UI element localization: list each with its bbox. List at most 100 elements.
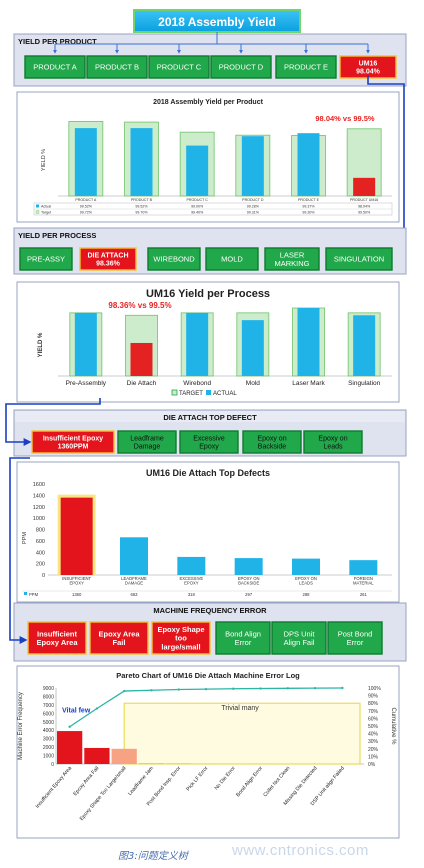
machine-red-box-label: Epoxy Shape [157, 625, 204, 634]
product-actual-value: 99.52% [135, 205, 148, 209]
process-actual-bar [297, 308, 320, 376]
defect-box-label: Backside [258, 443, 287, 450]
product-box: PRODUCT A [24, 55, 86, 79]
product-target-value: 99.30% [302, 211, 315, 215]
product-category-label: PRODUCT C [187, 198, 209, 202]
machine-red-box-label: Epoxy Area [99, 629, 141, 638]
product-chart: PRODUCT A PRODUCT B PRODUCT C PRODUCT D PROD… [33, 121, 393, 216]
process-legend-actual: ACTUAL [213, 391, 237, 397]
process-category-label: Pre-Assembly [66, 380, 107, 387]
product-actual-bar [353, 177, 376, 196]
product-chart-ylabel: YIELD % [41, 149, 47, 171]
main-title: 2018 Assembly Yield [158, 15, 276, 29]
defect-category-label: INSUFFICIENT [62, 576, 91, 581]
process-legend-target-swatch [171, 389, 178, 396]
process-actual-bar [353, 315, 376, 376]
process-chart: Pre-Assembly Die Attach Wirebond Mold Laser … [58, 307, 392, 397]
defect-category-label: LEADS [299, 581, 313, 586]
product-target-value: 99.72% [80, 211, 93, 215]
machine-green-box-label: Align Fail [284, 638, 315, 647]
process-highlight-box-bg [79, 247, 137, 271]
process-actual-bar [130, 342, 153, 376]
defect-category-label: EPOXY [184, 581, 199, 586]
product-category-label: PRODUCT UM16 [350, 198, 378, 202]
product-table-row-label: Target [41, 211, 51, 215]
machine-green-box-label: Bond Align [225, 629, 261, 638]
defect-y-tick: 1000 [33, 516, 45, 522]
defect-box-label: Leads [323, 443, 343, 450]
process-legend-actual-swatch [206, 390, 211, 395]
yield-per-process-header: YIELD PER PROCESS [18, 231, 96, 240]
machine-green-box-bg [327, 621, 383, 655]
process-box-label: SINGULATION [334, 255, 384, 264]
machine-red-box-label: Fail [113, 638, 126, 647]
process-category-label: Laser Mark [292, 380, 325, 387]
pareto-y2-tick: 10% [368, 754, 379, 760]
pareto-y2-tick: 80% [368, 701, 379, 707]
product-box-label: PRODUCT D [219, 63, 264, 72]
product-chart-title: 2018 Assembly Yield per Product [153, 99, 264, 106]
defect-box-label: Damage [134, 443, 161, 450]
process-category-label: Wirebond [183, 380, 211, 387]
defect-box-bg [303, 430, 363, 454]
process-box-bg [19, 247, 73, 271]
defect-value-label: 297 [245, 592, 253, 597]
process-highlight-box-label: DIE ATTACH [87, 252, 128, 259]
product-box-bg [148, 55, 210, 79]
defect-category-label: BACKSIDE [238, 581, 259, 586]
process-box-label: WIREBOND [153, 255, 195, 264]
pareto-y2-tick: 100% [368, 686, 381, 692]
defect-row-swatch [24, 592, 27, 595]
product-highlight-box-label: 98.04% [356, 68, 381, 75]
process-chart-title: UM16 Yield per Process [146, 288, 270, 300]
machine-red-box-label: Insufficient [37, 629, 78, 638]
process-box: PRE-ASSY [19, 247, 73, 271]
product-box-label: PRODUCT B [95, 63, 139, 72]
defect-chart-title: UM16 Die Attach Top Defects [146, 468, 270, 478]
product-box-bg [86, 55, 148, 79]
pareto-cumulative-point [313, 686, 317, 690]
pareto-y2-tick: 0% [368, 762, 376, 768]
defect-y-tick: 800 [36, 528, 45, 534]
defect-category-label: MATERIAL [353, 581, 374, 586]
defect-bar [292, 558, 320, 575]
process-box-bg [147, 247, 201, 271]
defect-category-label: EPOXY ON [238, 576, 260, 581]
product-actual-bar [74, 128, 97, 196]
product-box: PRODUCT C [148, 55, 210, 79]
defect-box-bg [242, 430, 302, 454]
product-target-value: 99.50% [358, 211, 371, 215]
pareto-cumulative-point [177, 688, 180, 691]
defect-highlight-box-label: Insufficient Epoxy [43, 435, 103, 442]
product-box: PRODUCT D [210, 55, 272, 79]
pareto-cumulative-point [122, 689, 126, 693]
defect-chart-ylabel: PPM [22, 532, 28, 544]
process-box: WIREBOND [147, 247, 201, 271]
pareto-chart-ylabel: Machine Error Frequency [18, 692, 24, 760]
machine-green-box-label: Error [347, 638, 364, 647]
defect-y-tick: 400 [36, 550, 45, 556]
product-legend-actual-swatch [36, 204, 39, 208]
product-actual-value: 99.37% [302, 205, 315, 209]
product-actual-value: 99.52% [80, 205, 93, 209]
process-box-label: MARKING [274, 259, 309, 268]
product-box-label: PRODUCT C [157, 63, 202, 72]
pareto-bar [84, 747, 110, 764]
defect-category-label: EXCESSIVE [179, 576, 203, 581]
pareto-bar [138, 763, 165, 764]
process-category-label: Mold [246, 380, 260, 387]
watermark: www.cntronics.com [232, 842, 369, 859]
defect-category-label: EPOXY [69, 581, 84, 586]
pareto-y2-tick: 50% [368, 724, 379, 730]
defect-value-label: 1360 [72, 592, 82, 597]
defect-y-tick: 1200 [33, 505, 45, 511]
flow-arrow-process-to-defect [5, 398, 101, 446]
pareto-y2-tick: 30% [368, 739, 379, 745]
pareto-bar [166, 763, 192, 764]
product-target-value: 99.31% [247, 211, 260, 215]
defect-category-label: EPOXY ON [295, 576, 317, 581]
